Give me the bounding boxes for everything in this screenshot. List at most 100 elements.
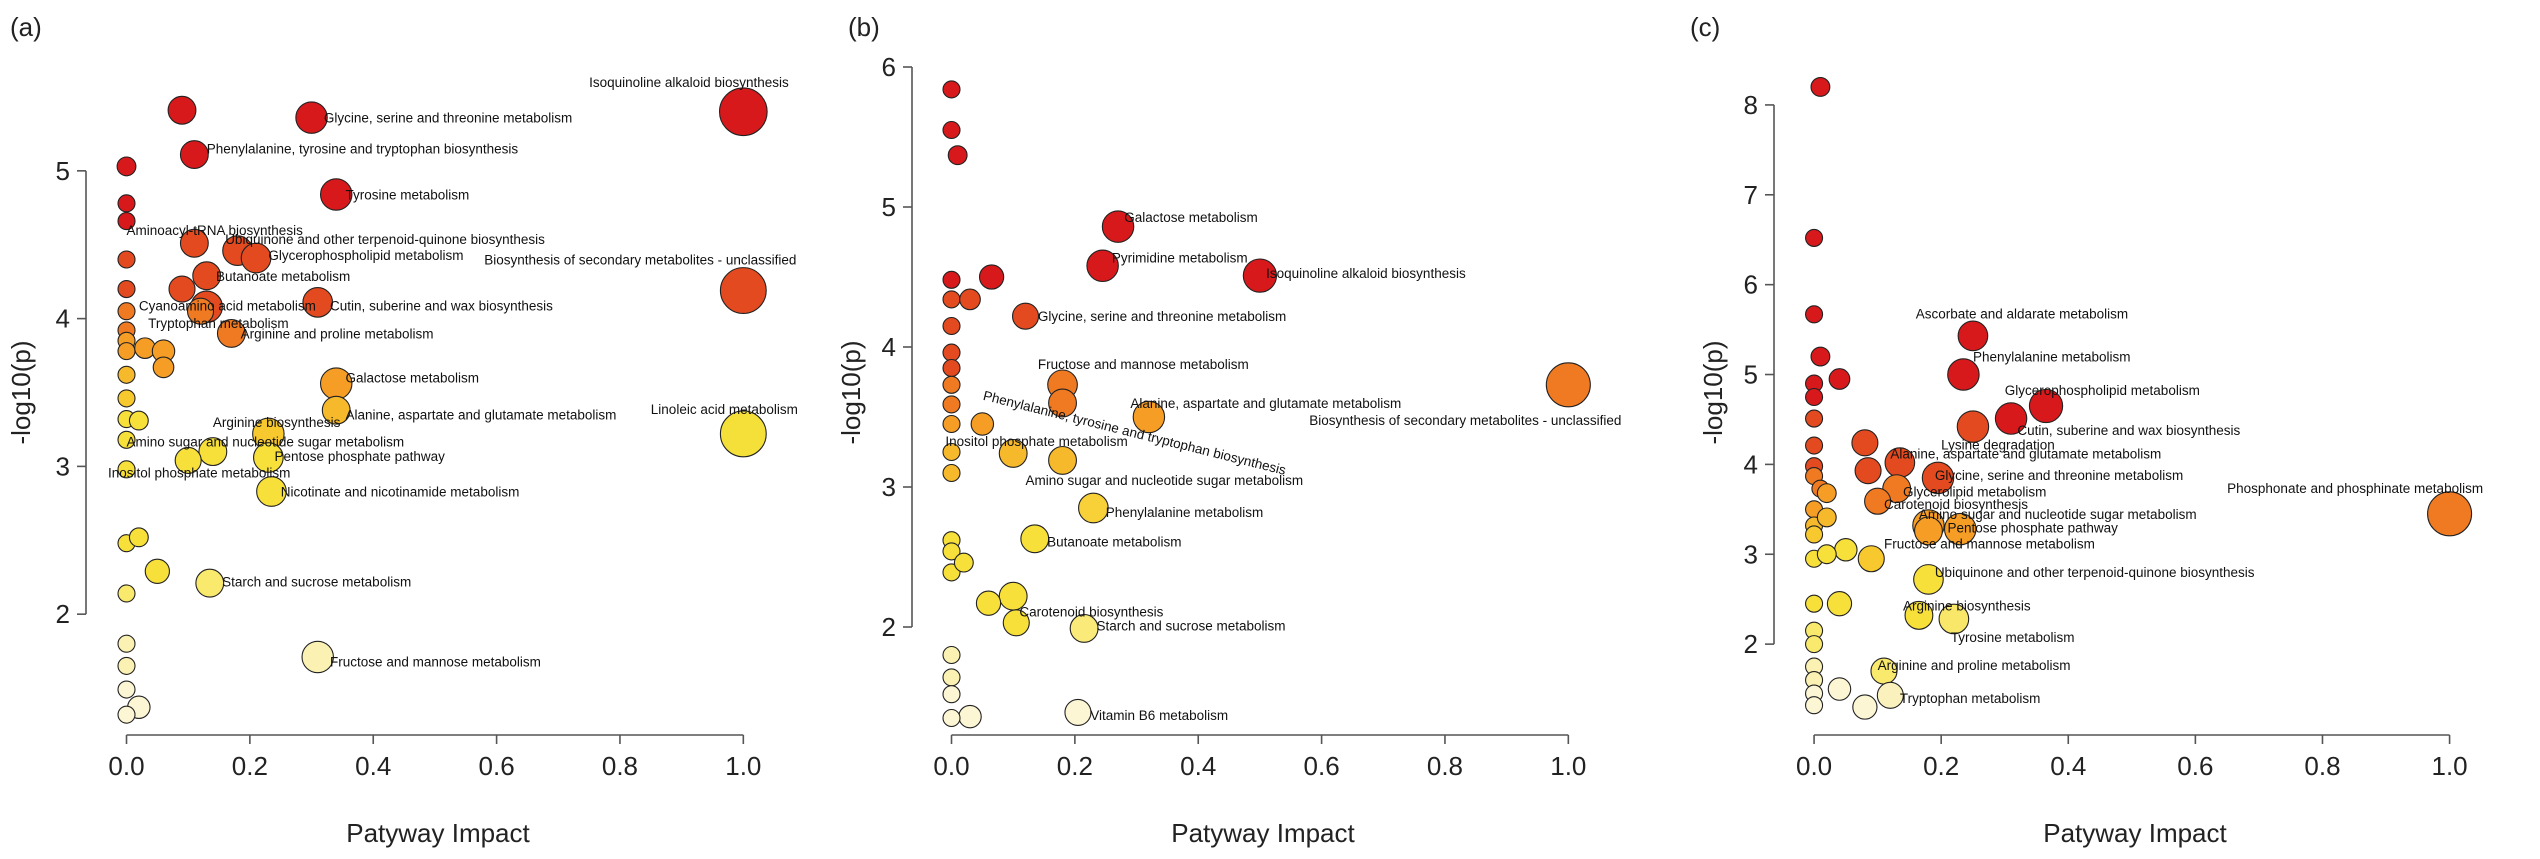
data-point[interactable] xyxy=(1805,409,1824,428)
data-point[interactable] xyxy=(1816,507,1837,528)
data-point[interactable] xyxy=(942,316,961,336)
data-point[interactable] xyxy=(1810,77,1831,97)
data-point[interactable] xyxy=(152,356,175,379)
data-point[interactable] xyxy=(958,704,982,729)
data-point[interactable] xyxy=(1938,603,1970,635)
data-point[interactable] xyxy=(2028,388,2064,424)
data-point[interactable] xyxy=(1864,487,1892,515)
data-point[interactable] xyxy=(1002,609,1030,637)
data-point[interactable] xyxy=(1805,228,1824,247)
data-point[interactable] xyxy=(942,708,961,728)
data-point[interactable] xyxy=(1132,400,1166,434)
data-point[interactable] xyxy=(117,430,136,449)
data-point[interactable] xyxy=(1086,249,1119,283)
data-point[interactable] xyxy=(1805,635,1824,654)
data-point[interactable] xyxy=(1957,320,1989,352)
data-point[interactable] xyxy=(1805,387,1824,407)
data-point[interactable] xyxy=(1545,362,1591,408)
data-point[interactable] xyxy=(1242,258,1278,293)
data-point[interactable] xyxy=(1956,410,1990,443)
data-point[interactable] xyxy=(128,527,149,548)
data-point[interactable] xyxy=(1816,483,1837,504)
data-point[interactable] xyxy=(942,645,961,665)
data-point[interactable] xyxy=(117,250,136,269)
data-point[interactable] xyxy=(975,590,1002,616)
data-point[interactable] xyxy=(192,261,222,291)
data-point[interactable] xyxy=(117,365,136,384)
data-point[interactable] xyxy=(718,87,768,137)
data-point[interactable] xyxy=(186,297,215,325)
data-point[interactable] xyxy=(117,280,136,299)
data-point[interactable] xyxy=(1805,305,1824,324)
data-point[interactable] xyxy=(117,302,136,321)
data-point[interactable] xyxy=(1834,538,1858,562)
data-point[interactable] xyxy=(942,120,961,140)
data-point[interactable] xyxy=(942,668,961,687)
data-point[interactable] xyxy=(942,358,961,378)
data-point[interactable] xyxy=(1816,544,1837,565)
data-point[interactable] xyxy=(1826,591,1853,617)
data-point[interactable] xyxy=(1904,600,1934,630)
data-point[interactable] xyxy=(942,542,961,561)
data-point[interactable] xyxy=(1913,564,1944,595)
data-point[interactable] xyxy=(1943,512,1977,546)
data-point[interactable] xyxy=(301,640,334,674)
data-point[interactable] xyxy=(1994,402,2028,435)
data-point[interactable] xyxy=(942,463,961,483)
data-point[interactable] xyxy=(1828,368,1851,390)
data-point[interactable] xyxy=(195,568,225,598)
data-point[interactable] xyxy=(2427,491,2473,537)
data-point[interactable] xyxy=(1851,429,1879,457)
data-point[interactable] xyxy=(1810,346,1831,367)
data-point[interactable] xyxy=(1805,525,1824,544)
data-point[interactable] xyxy=(1011,302,1040,330)
data-point[interactable] xyxy=(179,228,209,258)
data-point[interactable] xyxy=(321,395,351,425)
data-point[interactable] xyxy=(1852,694,1878,720)
data-point[interactable] xyxy=(1805,594,1824,613)
data-point[interactable] xyxy=(1854,457,1882,485)
data-point[interactable] xyxy=(942,395,961,414)
data-point[interactable] xyxy=(240,242,272,274)
data-point[interactable] xyxy=(117,212,136,231)
data-point[interactable] xyxy=(942,685,961,704)
data-point[interactable] xyxy=(117,584,136,603)
data-point[interactable] xyxy=(1805,696,1824,715)
data-point[interactable] xyxy=(942,80,961,99)
data-point[interactable] xyxy=(1827,677,1852,701)
data-point[interactable] xyxy=(978,264,1005,290)
data-point[interactable] xyxy=(1048,388,1077,418)
data-point[interactable] xyxy=(1078,492,1109,524)
data-point[interactable] xyxy=(174,446,202,475)
data-point[interactable] xyxy=(256,476,287,507)
data-point[interactable] xyxy=(117,680,136,699)
data-point[interactable] xyxy=(1914,516,1943,546)
data-point[interactable] xyxy=(117,656,136,675)
data-point[interactable] xyxy=(302,287,334,318)
data-point[interactable] xyxy=(970,412,995,436)
data-point[interactable] xyxy=(942,442,961,462)
data-point[interactable] xyxy=(117,460,136,479)
data-point[interactable] xyxy=(179,140,209,170)
data-point[interactable] xyxy=(1064,698,1092,726)
data-point[interactable] xyxy=(116,156,137,177)
data-point[interactable] xyxy=(1921,461,1955,495)
data-point[interactable] xyxy=(253,442,284,473)
data-point[interactable] xyxy=(1876,681,1904,709)
data-point[interactable] xyxy=(947,145,968,166)
data-point[interactable] xyxy=(1048,445,1077,475)
data-point[interactable] xyxy=(319,178,353,211)
data-point[interactable] xyxy=(216,318,246,348)
data-point[interactable] xyxy=(117,634,136,653)
data-point[interactable] xyxy=(942,270,961,289)
data-point[interactable] xyxy=(168,275,196,303)
data-point[interactable] xyxy=(942,414,961,434)
data-point[interactable] xyxy=(198,437,228,467)
data-point[interactable] xyxy=(719,410,767,458)
data-point[interactable] xyxy=(144,558,170,584)
data-point[interactable] xyxy=(953,552,974,573)
data-point[interactable] xyxy=(295,101,328,134)
data-point[interactable] xyxy=(942,343,961,362)
data-point[interactable] xyxy=(117,389,136,408)
data-point[interactable] xyxy=(1857,545,1885,573)
